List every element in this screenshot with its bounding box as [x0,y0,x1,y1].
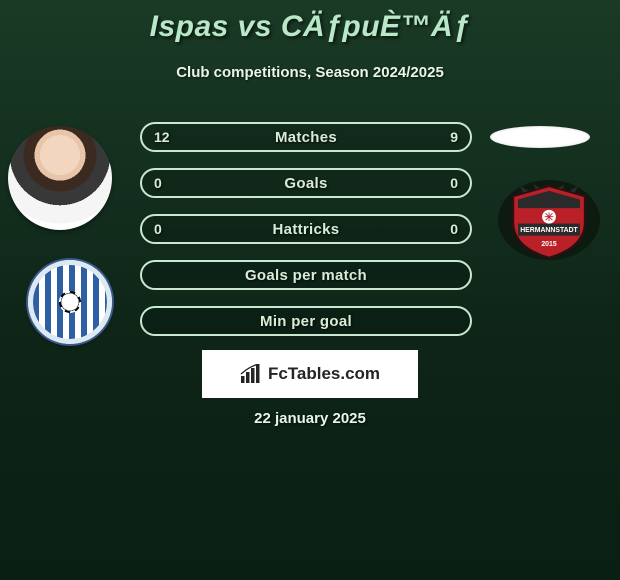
stat-row-hattricks: 0 Hattricks 0 [140,214,472,244]
stat-right-value: 0 [450,221,458,237]
club-right-year: 2015 [541,241,556,248]
club-right-badge: HERMANNSTADT 2015 [498,180,600,260]
stat-label: Goals per match [245,267,367,284]
stat-label: Matches [275,129,337,146]
comparison-infographic: Ispas vs CÄƒpuÈ™Äƒ Club competitions, Se… [0,0,620,580]
page-subtitle: Club competitions, Season 2024/2025 [0,64,620,81]
fctables-banner: FcTables.com [202,350,418,398]
shield-icon: HERMANNSTADT 2015 [506,182,592,260]
stat-left-value: 0 [154,221,162,237]
club-right-label: HERMANNSTADT [520,227,578,234]
stat-label: Goals [284,175,327,192]
bar-chart-icon [240,364,262,384]
club-left-badge [28,260,112,344]
stat-left-value: 0 [154,175,162,191]
stat-row-min-per-goal: Min per goal [140,306,472,336]
stat-left-value: 12 [154,129,170,145]
stat-row-goals: 0 Goals 0 [140,168,472,198]
date-text: 22 january 2025 [0,410,620,427]
player-left-avatar [8,126,112,230]
banner-text: FcTables.com [268,364,380,384]
stat-label: Hattricks [273,221,340,238]
page-title: Ispas vs CÄƒpuÈ™Äƒ [0,0,620,44]
stat-row-goals-per-match: Goals per match [140,260,472,290]
stat-row-matches: 12 Matches 9 [140,122,472,152]
stats-list: 12 Matches 9 0 Goals 0 0 Hattricks 0 Goa… [140,122,472,352]
stat-right-value: 0 [450,175,458,191]
stat-label: Min per goal [260,313,352,330]
stat-right-value: 9 [450,129,458,145]
player-right-avatar [490,126,590,148]
